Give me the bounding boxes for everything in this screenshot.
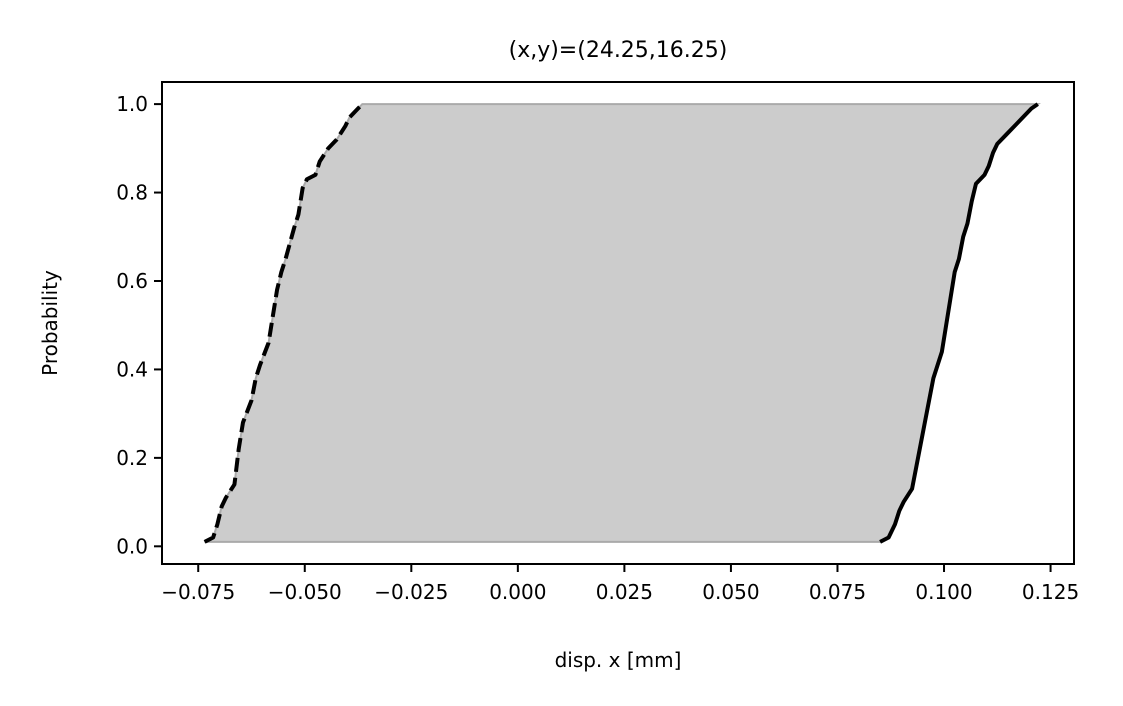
x-tick-label: 0.025 xyxy=(596,580,653,604)
x-tick-label: 0.000 xyxy=(489,580,546,604)
x-tick-label: 0.100 xyxy=(915,580,972,604)
y-tick-label: 1.0 xyxy=(116,92,148,116)
y-tick-label: 0.8 xyxy=(116,181,148,205)
y-axis-label: Probability xyxy=(38,270,62,376)
plot-area xyxy=(203,102,1041,544)
x-tick-label: −0.050 xyxy=(268,580,342,604)
y-tick-label: 0.6 xyxy=(116,269,148,293)
y-tick-label: 0.2 xyxy=(116,446,148,470)
upper-bound-line xyxy=(879,102,1039,544)
chart-title: (x,y)=(24.25,16.25) xyxy=(509,38,728,63)
x-tick-label: 0.075 xyxy=(809,580,866,604)
y-tick-label: 0.0 xyxy=(116,534,148,558)
x-axis-label: disp. x [mm] xyxy=(555,648,682,672)
plot-frame xyxy=(161,81,1075,565)
x-tick-label: 0.125 xyxy=(1022,580,1079,604)
x-tick-label: −0.075 xyxy=(161,580,235,604)
x-tick-label: 0.050 xyxy=(702,580,759,604)
x-tick-label: −0.025 xyxy=(374,580,448,604)
lower-bound-line xyxy=(203,102,364,544)
axis-ticks: −0.075 −0.050 −0.025 0.000 0.025 0.050 0.075 0.… xyxy=(116,92,1079,604)
y-tick-label: 0.4 xyxy=(116,357,148,381)
